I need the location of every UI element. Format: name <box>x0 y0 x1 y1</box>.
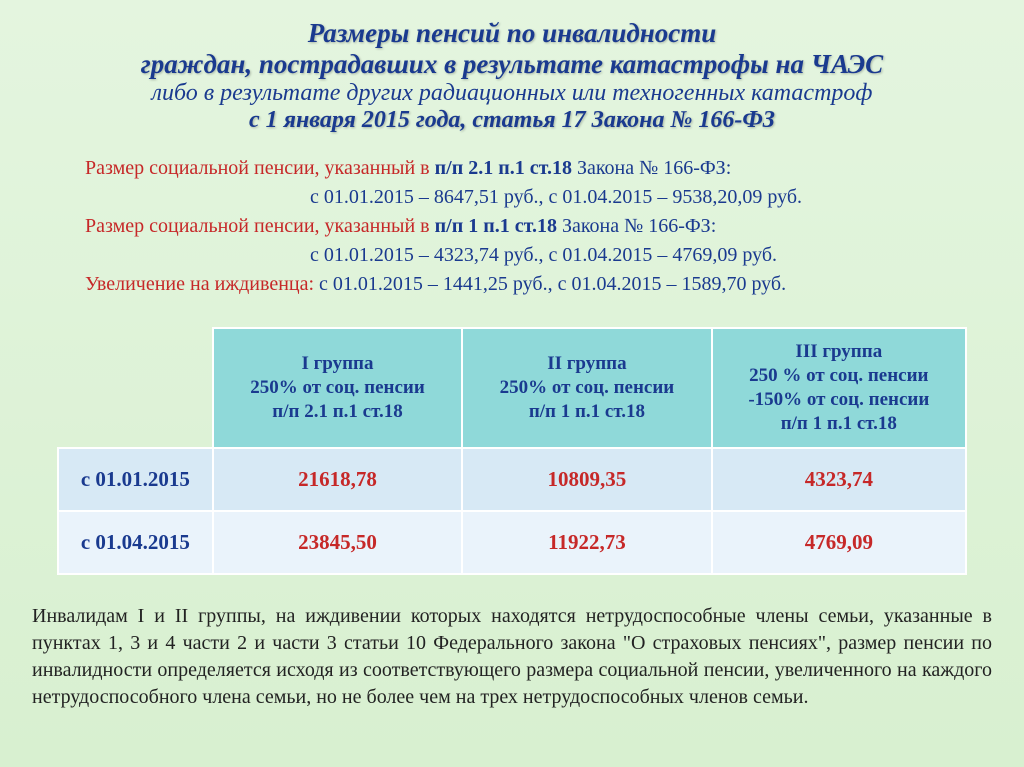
table-header-group3: III группа 250 % от соц. пенсии -150% от… <box>712 328 966 448</box>
info-ref: п/п 1 п.1 ст.18 <box>435 215 557 237</box>
info-row-3: Увеличение на иждивенца: с 01.01.2015 – … <box>85 270 994 299</box>
info-row-2-data: с 01.01.2015 – 4323,74 руб., с 01.04.201… <box>85 241 994 270</box>
info-row-2: Размер социальной пенсии, указанный в п/… <box>85 212 994 241</box>
header-title: II группа <box>467 353 706 375</box>
info-tail: Закона № 166-ФЗ: <box>557 215 716 237</box>
info-row-1: Размер социальной пенсии, указанный в п/… <box>85 154 994 183</box>
header-ref: п/п 1 п.1 ст.18 <box>467 401 706 423</box>
table-header-blank <box>58 328 213 448</box>
pension-table: I группа 250% от соц. пенсии п/п 2.1 п.1… <box>57 327 967 575</box>
info-label: Размер социальной пенсии, указанный в <box>85 157 435 179</box>
value-cell: 11922,73 <box>462 511 711 574</box>
footer-note: Инвалидам I и II группы, на иждивении ко… <box>32 603 992 711</box>
info-ref: п/п 2.1 п.1 ст.18 <box>435 157 572 179</box>
date-cell: с 01.01.2015 <box>58 448 213 511</box>
info-label: Увеличение на иждивенца: <box>85 273 319 295</box>
header-pct: 250 % от соц. пенсии <box>717 365 961 387</box>
title-line-3: либо в результате других радиационных ил… <box>30 80 994 107</box>
title-block: Размеры пенсий по инвалидности граждан, … <box>30 18 994 134</box>
header-title: I группа <box>218 353 457 375</box>
info-label: Размер социальной пенсии, указанный в <box>85 215 435 237</box>
header-pct: 250% от соц. пенсии <box>218 377 457 399</box>
header-title: III группа <box>717 341 961 363</box>
table-header-group2: II группа 250% от соц. пенсии п/п 1 п.1 … <box>462 328 711 448</box>
date-cell: с 01.04.2015 <box>58 511 213 574</box>
value-cell: 4323,74 <box>712 448 966 511</box>
info-data: с 01.01.2015 – 4323,74 руб., с 01.04.201… <box>310 244 777 266</box>
pension-info-block: Размер социальной пенсии, указанный в п/… <box>85 154 994 299</box>
header-ref: п/п 2.1 п.1 ст.18 <box>218 401 457 423</box>
value-cell: 23845,50 <box>213 511 462 574</box>
table-header-row: I группа 250% от соц. пенсии п/п 2.1 п.1… <box>58 328 966 448</box>
header-pct: 250% от соц. пенсии <box>467 377 706 399</box>
title-line-4: с 1 января 2015 года, статья 17 Закона №… <box>30 107 994 134</box>
info-data: с 01.01.2015 – 8647,51 руб., с 01.04.201… <box>310 186 802 208</box>
header-ref: п/п 1 п.1 ст.18 <box>717 413 961 435</box>
table-header-group1: I группа 250% от соц. пенсии п/п 2.1 п.1… <box>213 328 462 448</box>
info-row-1-data: с 01.01.2015 – 8647,51 руб., с 01.04.201… <box>85 183 994 212</box>
title-line-2: граждан, пострадавших в результате катас… <box>30 49 994 80</box>
table-row: с 01.04.2015 23845,50 11922,73 4769,09 <box>58 511 966 574</box>
value-cell: 10809,35 <box>462 448 711 511</box>
info-tail: Закона № 166-ФЗ: <box>572 157 731 179</box>
header-minus: -150% от соц. пенсии <box>717 389 961 411</box>
value-cell: 21618,78 <box>213 448 462 511</box>
table-row: с 01.01.2015 21618,78 10809,35 4323,74 <box>58 448 966 511</box>
title-line-1: Размеры пенсий по инвалидности <box>30 18 994 49</box>
info-data: с 01.01.2015 – 1441,25 руб., с 01.04.201… <box>319 273 786 295</box>
value-cell: 4769,09 <box>712 511 966 574</box>
